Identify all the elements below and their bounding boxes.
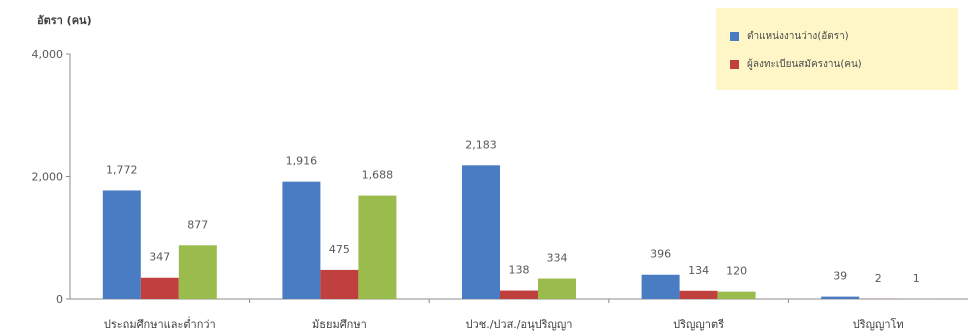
bar [462,165,500,299]
bar [140,277,179,299]
data-label: 396 [650,248,671,261]
data-label: 475 [329,243,350,256]
x-tick-labels: ประถมศึกษาและต่ำกว่า มัธยมศึกษา ปวช./ปวส./… [104,316,904,331]
data-label: 1,688 [362,169,394,182]
data-label: 347 [149,251,170,264]
x-tick-label: มัธยมศึกษา [312,318,367,331]
y-tick-label: 2,000 [32,171,64,184]
bar [717,291,756,299]
bar [102,190,141,299]
bar [320,269,359,299]
data-label: 1 [913,272,920,285]
x-tick-label: ปริญญาตรี [673,318,724,331]
bar [538,278,576,299]
x-tick-label: ปริญญาโท [853,317,904,331]
bar [641,274,680,299]
data-label: 2,183 [465,138,497,151]
legend-swatch-applicants [730,59,739,69]
data-label: 2 [875,272,882,285]
bars [102,165,936,299]
data-label: 39 [833,270,847,283]
legend-item-vacancies: ตำแหน่งงานว่าง(อัตรา) [730,22,958,50]
bar [358,195,397,299]
y-axis-title: อัตรา (คน) [37,14,92,27]
y-tick-label: 4,000 [32,48,64,61]
bar [679,290,718,299]
bar [178,245,217,299]
bar [500,290,538,299]
x-tick-label: ประถมศึกษาและต่ำกว่า [104,316,216,331]
bar [821,296,860,299]
legend-item-applicants: ผู้ลงทะเบียนสมัครงาน(คน) [730,50,958,78]
x-tick-label: ปวช./ปวส./อนุปริญญา [466,318,573,331]
data-label: 134 [688,264,709,277]
legend-label-vacancies: ตำแหน่งงานว่าง(อัตรา) [747,30,849,42]
data-label: 1,772 [106,163,138,176]
legend-label-applicants: ผู้ลงทะเบียนสมัครงาน(คน) [747,58,862,70]
legend-swatch-vacancies [730,31,739,41]
data-label: 120 [726,265,747,278]
data-label: 877 [187,218,208,231]
y-tick-label: 0 [56,293,63,306]
data-label: 334 [547,252,568,265]
legend: ตำแหน่งงานว่าง(อัตรา) ผู้ลงทะเบียนสมัครง… [716,8,958,90]
data-label: 1,916 [286,155,318,168]
bar [282,181,321,299]
data-label: 138 [509,264,530,277]
